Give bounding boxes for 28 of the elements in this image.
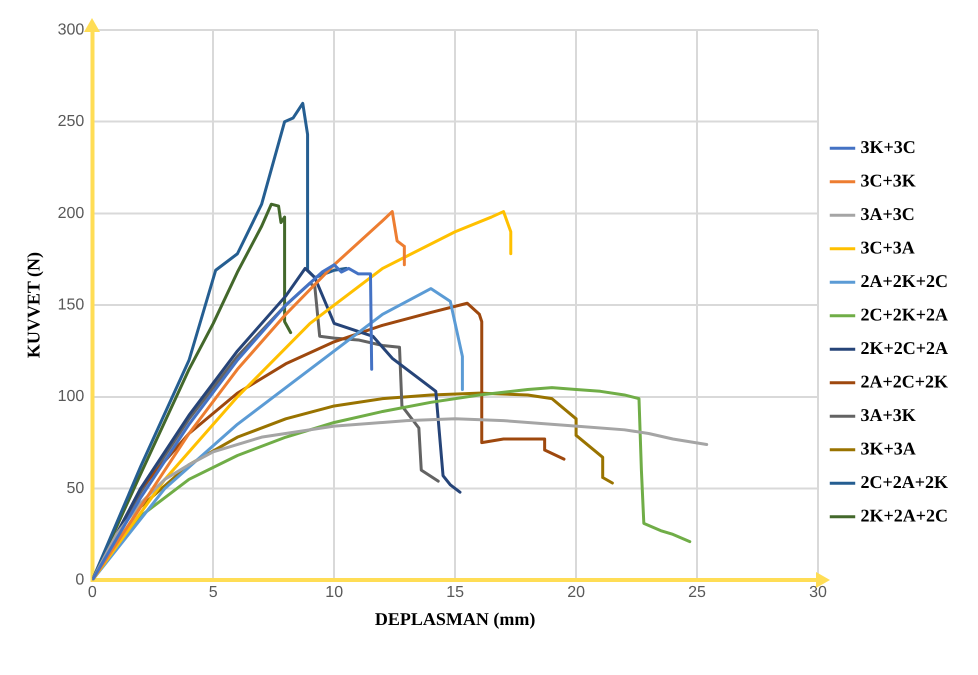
y-tick-label: 300 <box>58 21 84 38</box>
legend-label: 2A+2C+2K <box>860 371 948 392</box>
legend-label: 2C+2A+2K <box>860 472 948 492</box>
x-tick-label: 15 <box>446 584 464 602</box>
y-tick-label: 100 <box>58 388 84 406</box>
x-tick-label: 30 <box>809 584 827 602</box>
y-tick-label: 250 <box>58 113 84 130</box>
y-tick-label: 150 <box>58 296 84 314</box>
legend-label: 3K+3C <box>860 136 916 157</box>
x-tick-label: 0 <box>88 584 97 602</box>
legend-label: 3C+3A <box>860 237 915 258</box>
x-tick-label: 10 <box>325 584 344 602</box>
legend-label: 3K+3A <box>860 438 916 458</box>
x-tick-label: 5 <box>208 584 218 602</box>
y-tick-label: 200 <box>58 204 84 222</box>
legend-label: 2K+2A+2C <box>860 505 948 526</box>
x-tick-label: 25 <box>688 584 706 602</box>
x-tick-label: 20 <box>567 584 586 602</box>
legend-label: 3A+3C <box>860 204 915 224</box>
x-axis-title: DEPLASMAN (mm) <box>374 608 536 629</box>
y-tick-label: 50 <box>66 480 84 497</box>
y-tick-label: 0 <box>75 572 84 589</box>
y-axis-title: KUVVET (N) <box>23 252 44 358</box>
legend-label: 3A+3K <box>860 404 916 425</box>
legend-label: 2A+2K+2C <box>860 270 948 291</box>
legend-label: 2K+2C+2A <box>860 338 948 358</box>
legend-label: 3C+3K <box>860 170 916 190</box>
legend-label: 2C+2K+2A <box>860 304 948 324</box>
